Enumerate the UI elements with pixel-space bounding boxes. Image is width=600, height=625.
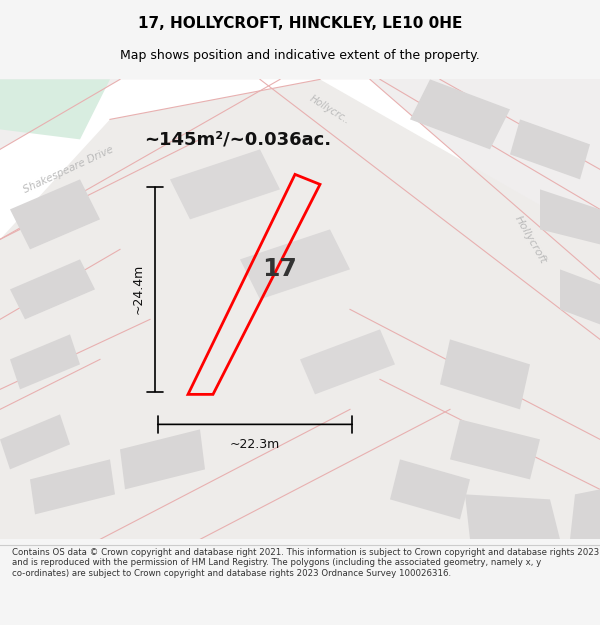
Polygon shape xyxy=(540,189,600,244)
Text: ~24.4m: ~24.4m xyxy=(131,264,145,314)
Text: 17: 17 xyxy=(263,258,298,281)
Polygon shape xyxy=(560,269,600,324)
Polygon shape xyxy=(120,429,205,489)
Text: ~22.3m: ~22.3m xyxy=(230,438,280,451)
Polygon shape xyxy=(10,179,100,249)
Polygon shape xyxy=(440,339,530,409)
Polygon shape xyxy=(0,79,600,539)
Polygon shape xyxy=(0,414,70,469)
Polygon shape xyxy=(570,489,600,539)
Text: Shakespeare Drive: Shakespeare Drive xyxy=(22,144,115,194)
Polygon shape xyxy=(260,79,600,339)
Polygon shape xyxy=(240,229,350,299)
Text: Hollycrc..: Hollycrc.. xyxy=(308,93,352,126)
Text: Map shows position and indicative extent of the property.: Map shows position and indicative extent… xyxy=(120,49,480,62)
Text: Hollycroft: Hollycroft xyxy=(512,214,548,265)
Polygon shape xyxy=(450,419,540,479)
Polygon shape xyxy=(10,334,80,389)
Polygon shape xyxy=(300,329,395,394)
Polygon shape xyxy=(410,79,510,149)
Polygon shape xyxy=(390,459,470,519)
Polygon shape xyxy=(10,259,95,319)
Text: ~145m²/~0.036ac.: ~145m²/~0.036ac. xyxy=(145,131,332,148)
Polygon shape xyxy=(0,79,280,239)
Polygon shape xyxy=(0,79,110,139)
Text: 17, HOLLYCROFT, HINCKLEY, LE10 0HE: 17, HOLLYCROFT, HINCKLEY, LE10 0HE xyxy=(138,16,462,31)
Polygon shape xyxy=(170,149,280,219)
Polygon shape xyxy=(510,119,590,179)
Polygon shape xyxy=(465,494,560,539)
Polygon shape xyxy=(30,459,115,514)
Text: Contains OS data © Crown copyright and database right 2021. This information is : Contains OS data © Crown copyright and d… xyxy=(12,548,599,578)
